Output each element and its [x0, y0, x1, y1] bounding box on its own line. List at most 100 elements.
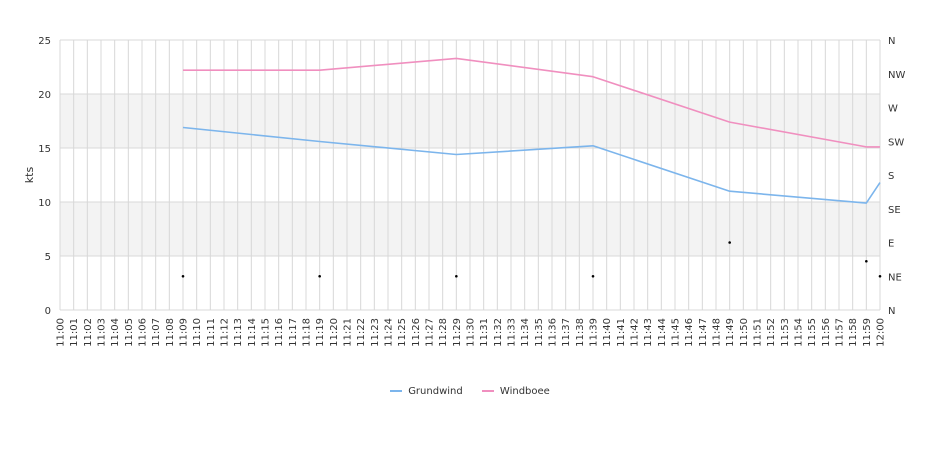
x-tick-label: 11:45 — [671, 318, 682, 347]
x-tick-label: 11:18 — [302, 318, 313, 347]
y-tick-label: 10 — [38, 198, 51, 209]
x-tick-label: 11:27 — [425, 318, 436, 347]
x-tick-label: 11:43 — [643, 318, 654, 347]
x-tick-label: 11:30 — [466, 318, 477, 347]
x-tick-label: 12:00 — [876, 318, 887, 347]
direction-tick-label: N — [888, 36, 895, 47]
x-tick-label: 11:26 — [411, 318, 422, 347]
grid-lines — [59, 39, 881, 311]
x-tick-label: 11:51 — [753, 318, 764, 347]
series-lines — [182, 57, 881, 204]
legend-item-grundwind[interactable]: Grundwind — [390, 386, 463, 397]
direction-tick-label: NW — [888, 70, 905, 81]
direction-marker — [591, 274, 595, 278]
direction-tick-label: NE — [888, 272, 902, 283]
y-tick-label: 15 — [38, 144, 51, 155]
x-tick-label: 11:41 — [616, 318, 627, 347]
x-tick-label: 11:08 — [165, 318, 176, 347]
x-tick-label: 11:20 — [329, 318, 340, 347]
x-tick-label: 11:54 — [794, 318, 805, 347]
x-tick-label: 11:01 — [69, 318, 80, 347]
x-tick-label: 11:47 — [698, 318, 709, 347]
direction-marker — [181, 274, 185, 278]
x-tick-label: 11:32 — [493, 318, 504, 347]
x-tick-label: 11:50 — [739, 318, 750, 347]
y-tick-label: 0 — [45, 306, 51, 317]
x-tick-label: 11:42 — [630, 318, 641, 347]
wind-chart: 0 5 10 15 20 25 N NE E SE S SW W NW N 11:00 11:01 11:02… — [23, 36, 905, 347]
x-tick-label: 11:13 — [233, 318, 244, 347]
x-tick-label: 11:33 — [507, 318, 518, 347]
x-tick-label: 11:59 — [862, 318, 873, 347]
legend-label: Windboee — [499, 386, 550, 397]
x-tick-label: 11:53 — [780, 318, 791, 347]
x-tick-label: 11:12 — [220, 318, 231, 347]
x-tick-label: 11:34 — [520, 318, 531, 347]
x-tick-label: 11:37 — [561, 318, 572, 347]
x-tick-label: 11:17 — [288, 318, 299, 347]
x-tick-label: 11:56 — [821, 318, 832, 347]
legend-label: Grundwind — [408, 386, 463, 397]
direction-marker — [878, 274, 882, 278]
x-tick-label: 11:44 — [657, 318, 668, 347]
direction-tick-label: N — [888, 306, 895, 317]
y-tick-label: 5 — [45, 252, 51, 263]
x-tick-label: 11:07 — [151, 318, 162, 347]
x-tick-label: 11:29 — [452, 318, 463, 347]
x-tick-label: 11:03 — [97, 318, 108, 347]
x-tick-label: 11:04 — [110, 318, 121, 347]
x-tick-label: 11:15 — [261, 318, 272, 347]
x-tick-label: 11:09 — [179, 318, 190, 347]
y-tick-label: 20 — [38, 90, 51, 101]
x-tick-label: 11:58 — [848, 318, 859, 347]
direction-axis: N NE E SE S SW W NW N — [888, 36, 905, 317]
x-tick-label: 11:21 — [343, 318, 354, 347]
legend-item-windboee[interactable]: Windboee — [481, 386, 550, 397]
x-tick-label: 11:24 — [384, 318, 395, 347]
series-line-windboee — [183, 57, 880, 148]
direction-tick-label: SW — [888, 137, 904, 148]
direction-marker — [318, 274, 321, 278]
x-tick-label: 11:19 — [315, 318, 326, 347]
x-tick-label: 11:55 — [807, 318, 818, 347]
legend-swatch — [390, 390, 403, 392]
x-tick-label: 11:11 — [206, 318, 217, 347]
direction-marker — [728, 241, 731, 244]
series-line-grundwind — [182, 126, 881, 204]
x-tick-label: 11:35 — [534, 318, 545, 347]
x-axis: 11:00 11:01 11:02 11:03 11:04 11:05 11:06 11:07… — [56, 318, 887, 347]
direction-markers — [181, 241, 882, 278]
x-tick-label: 11:25 — [397, 318, 408, 347]
x-tick-label: 11:57 — [835, 318, 846, 347]
y-axis-label: kts — [23, 167, 36, 184]
direction-marker — [865, 259, 868, 263]
direction-tick-label: S — [888, 171, 894, 182]
x-tick-label: 11:46 — [684, 318, 695, 347]
x-tick-label: 11:48 — [712, 318, 723, 347]
x-tick-label: 11:39 — [589, 318, 600, 347]
x-tick-label: 11:36 — [548, 318, 559, 347]
x-tick-label: 11:22 — [356, 318, 367, 347]
x-tick-label: 11:49 — [725, 318, 736, 347]
x-tick-label: 11:38 — [575, 318, 586, 347]
direction-tick-label: W — [888, 104, 898, 115]
x-tick-label: 11:31 — [479, 318, 490, 347]
legend: Grundwind Windboee — [0, 386, 940, 397]
x-tick-label: 11:00 — [56, 318, 67, 347]
y-tick-label: 25 — [38, 36, 51, 47]
direction-tick-label: E — [888, 239, 894, 250]
x-tick-label: 11:23 — [370, 318, 381, 347]
x-tick-label: 11:10 — [192, 318, 203, 347]
x-tick-label: 11:05 — [124, 318, 135, 347]
legend-swatch — [481, 390, 494, 392]
y-axis: 0 5 10 15 20 25 — [38, 36, 51, 317]
x-tick-label: 11:06 — [138, 318, 149, 347]
x-tick-label: 11:02 — [83, 318, 94, 347]
direction-marker — [455, 274, 458, 278]
direction-tick-label: SE — [888, 205, 901, 216]
x-tick-label: 11:40 — [602, 318, 613, 347]
x-tick-label: 11:16 — [274, 318, 285, 347]
x-tick-label: 11:52 — [766, 318, 777, 347]
x-tick-label: 11:14 — [247, 318, 258, 347]
x-tick-label: 11:28 — [438, 318, 449, 347]
